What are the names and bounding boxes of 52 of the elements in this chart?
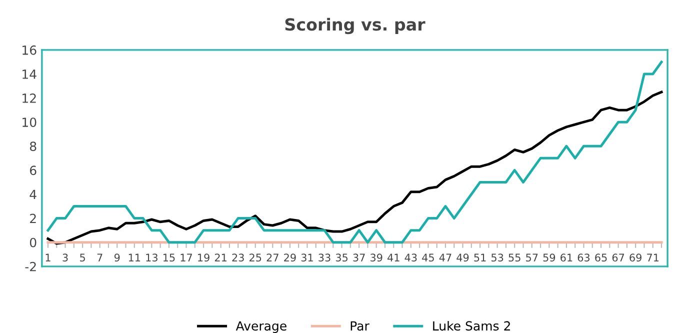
x-tick-label: 7 bbox=[97, 254, 102, 262]
x-tick-label: 69 bbox=[630, 254, 642, 262]
x-tick-label: 49 bbox=[456, 254, 469, 262]
x-tick-label: 21 bbox=[214, 254, 226, 262]
legend-label: Luke Sams 2 bbox=[433, 320, 510, 331]
y-tick-label: 6 bbox=[30, 166, 36, 176]
x-tick-label: 27 bbox=[266, 254, 278, 262]
x-tick-label: 57 bbox=[526, 254, 538, 262]
x-tick-label: 47 bbox=[439, 254, 452, 262]
x-tick-label: 25 bbox=[250, 254, 262, 262]
y-tick-label: -2 bbox=[25, 262, 36, 272]
x-tick-label: 63 bbox=[578, 254, 590, 262]
chart-title: Scoring vs. par bbox=[285, 18, 426, 34]
x-tick-label: 1 bbox=[46, 254, 50, 262]
x-tick-label: 67 bbox=[612, 254, 624, 262]
y-tick-label: 10 bbox=[22, 118, 36, 128]
x-tick-label: 65 bbox=[595, 254, 607, 262]
y-tick-label: 8 bbox=[30, 142, 36, 152]
x-tick-label: 41 bbox=[388, 254, 400, 262]
legend-label: Average bbox=[236, 321, 286, 333]
y-tick-label: 4 bbox=[30, 190, 36, 199]
x-tick-label: 9 bbox=[114, 254, 120, 262]
line-series bbox=[46, 90, 663, 245]
x-tick-label: 13 bbox=[146, 254, 158, 262]
x-tick-label: 35 bbox=[336, 254, 348, 262]
x-tick-label: 39 bbox=[370, 254, 382, 262]
x-tick-label: 29 bbox=[284, 254, 296, 262]
x-tick-label: 59 bbox=[543, 254, 556, 262]
x-tick-label: 5 bbox=[80, 254, 85, 262]
legend-label: Par bbox=[350, 321, 370, 331]
y-tick-label: 2 bbox=[30, 214, 36, 224]
y-tick-label: 16 bbox=[22, 45, 36, 55]
x-tick-label: 3 bbox=[62, 254, 68, 262]
y-tick-label: 0 bbox=[30, 238, 36, 248]
y-tick-label: 12 bbox=[22, 94, 36, 103]
x-tick-label: 23 bbox=[232, 254, 244, 262]
x-tick-label: 53 bbox=[491, 254, 504, 262]
x-tick-label: 37 bbox=[353, 254, 365, 262]
x-tick-label: 61 bbox=[560, 254, 572, 262]
x-tick-label: 43 bbox=[404, 254, 417, 262]
x-tick-label: 71 bbox=[647, 254, 659, 262]
x-tick-label: 31 bbox=[301, 254, 313, 262]
x-tick-label: 11 bbox=[128, 254, 140, 262]
line-series bbox=[46, 60, 663, 244]
y-tick-label: 14 bbox=[22, 70, 36, 79]
x-tick-label: 15 bbox=[163, 254, 175, 262]
x-tick-label: 45 bbox=[422, 254, 434, 262]
x-tick-label: 55 bbox=[508, 254, 520, 262]
x-tick-label: 51 bbox=[474, 254, 486, 262]
x-tick-label: 19 bbox=[198, 254, 210, 262]
x-tick-label: 17 bbox=[180, 254, 192, 262]
x-tick-label: 33 bbox=[318, 254, 330, 262]
